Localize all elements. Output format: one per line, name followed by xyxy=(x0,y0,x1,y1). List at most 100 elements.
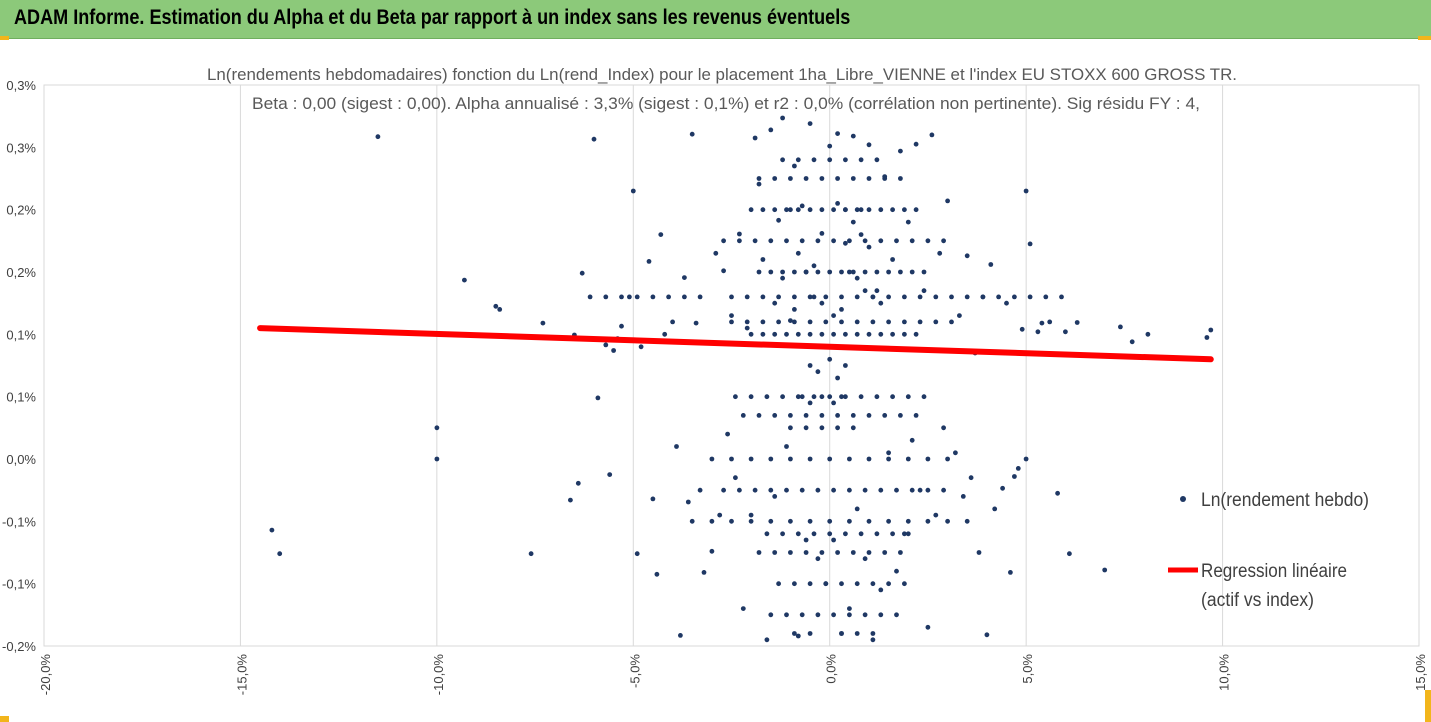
data-point xyxy=(843,394,848,400)
data-point xyxy=(1023,188,1029,194)
data-point xyxy=(756,176,762,181)
data-point xyxy=(870,294,876,300)
data-point xyxy=(862,238,868,244)
data-point xyxy=(630,188,636,194)
data-point xyxy=(1043,294,1049,300)
data-point xyxy=(815,269,821,275)
data-point xyxy=(850,269,856,275)
data-point xyxy=(744,319,750,325)
data-point xyxy=(748,331,754,337)
legend-marker-points xyxy=(1180,496,1186,502)
data-point xyxy=(528,551,534,557)
data-point xyxy=(925,487,931,493)
data-point xyxy=(768,518,774,524)
data-point xyxy=(886,450,891,456)
corner-marker-bottom-left xyxy=(0,716,9,722)
data-point xyxy=(772,300,778,306)
data-point xyxy=(685,499,691,505)
data-point xyxy=(662,331,668,337)
data-point xyxy=(905,219,911,225)
data-point xyxy=(890,531,895,537)
data-point xyxy=(933,512,939,518)
data-point xyxy=(591,136,597,142)
data-point xyxy=(682,294,687,300)
data-point xyxy=(780,269,785,275)
data-point xyxy=(764,394,770,400)
data-point xyxy=(819,394,825,400)
data-point xyxy=(1055,490,1060,496)
data-point xyxy=(917,319,923,325)
data-point xyxy=(843,240,848,246)
data-point xyxy=(835,413,840,418)
data-point xyxy=(831,487,836,493)
x-tick-label: 5,0% xyxy=(1020,654,1035,684)
data-point xyxy=(847,456,852,462)
data-point xyxy=(729,319,734,325)
data-point xyxy=(894,612,899,618)
data-point xyxy=(768,487,774,493)
data-point xyxy=(839,269,844,275)
data-point xyxy=(878,238,884,244)
data-point xyxy=(905,531,911,537)
data-point xyxy=(886,294,891,300)
data-point xyxy=(792,163,797,169)
data-point xyxy=(729,518,734,524)
data-point xyxy=(850,133,856,139)
data-point xyxy=(827,356,833,362)
x-tick-label: 15,0% xyxy=(1413,654,1428,691)
data-point xyxy=(493,303,499,309)
data-point xyxy=(725,431,730,437)
data-point xyxy=(756,550,762,555)
data-point xyxy=(941,487,946,493)
data-point xyxy=(909,238,915,244)
data-point xyxy=(941,238,946,244)
data-point xyxy=(717,512,723,518)
data-point xyxy=(878,207,884,213)
data-point xyxy=(913,207,919,213)
data-point xyxy=(795,394,801,400)
data-point xyxy=(748,394,754,400)
data-point xyxy=(921,394,927,400)
data-point xyxy=(611,348,616,353)
data-point xyxy=(795,331,801,337)
data-point xyxy=(752,238,758,244)
data-point xyxy=(886,581,891,587)
data-point xyxy=(595,395,601,401)
data-point xyxy=(1074,320,1080,325)
data-point xyxy=(803,176,809,181)
data-point xyxy=(760,257,766,262)
data-point xyxy=(878,331,884,337)
data-point xyxy=(886,269,891,275)
data-point xyxy=(815,238,821,244)
data-point xyxy=(807,294,813,300)
data-point xyxy=(839,307,844,312)
data-point xyxy=(795,633,801,639)
data-point xyxy=(1067,551,1072,557)
data-point xyxy=(1204,335,1210,340)
data-point xyxy=(772,413,778,418)
data-point xyxy=(866,142,872,148)
y-tick-label: -0,1% xyxy=(2,577,36,592)
data-point xyxy=(788,207,793,213)
y-tick-label: 0,3% xyxy=(6,78,36,93)
data-point xyxy=(788,176,793,181)
data-point xyxy=(697,294,703,300)
data-point xyxy=(603,342,609,348)
data-point xyxy=(788,425,793,431)
y-tick-label: 0,0% xyxy=(6,452,36,467)
data-point xyxy=(894,238,899,244)
data-point xyxy=(740,413,746,418)
data-point xyxy=(434,456,440,462)
data-point xyxy=(831,400,836,406)
y-tick-label: -0,1% xyxy=(2,514,36,529)
data-point xyxy=(1208,327,1214,333)
data-point xyxy=(760,331,766,337)
data-point xyxy=(847,518,852,524)
data-point xyxy=(921,288,927,294)
data-point xyxy=(827,456,833,462)
data-point xyxy=(874,157,880,163)
data-point xyxy=(792,294,797,300)
x-axis-ticks: -20,0% -15,0% -10,0% -5,0% 0,0% 5,0% 10,0% 15,0… xyxy=(38,654,1428,696)
data-point xyxy=(1047,319,1053,325)
data-point xyxy=(619,294,624,300)
